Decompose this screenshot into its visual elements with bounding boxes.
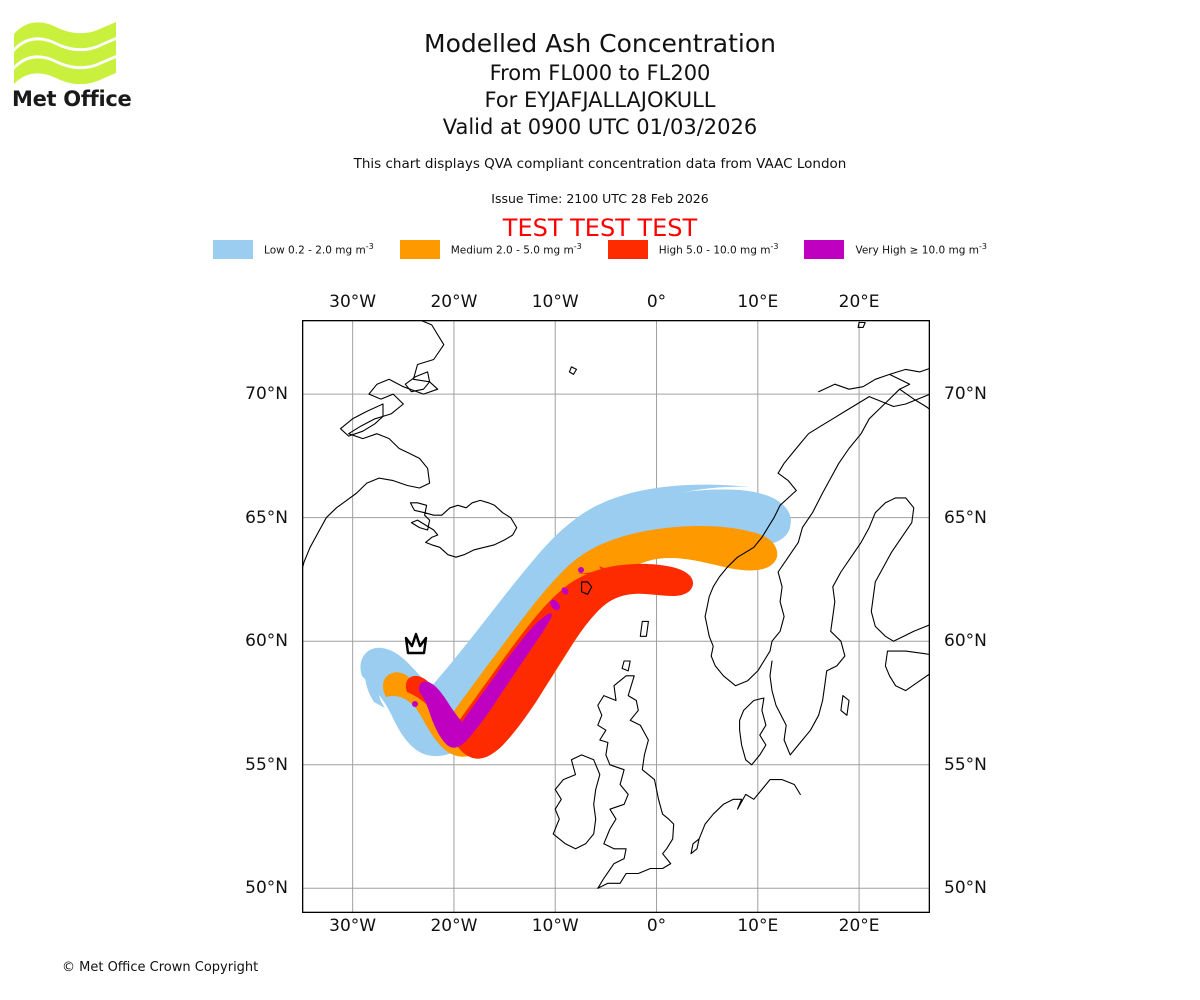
legend-label-high: High 5.0 - 10.0 mg m-3 [659,242,779,257]
lon-tick-label: 20°W [430,292,477,312]
plume-spot-very-high-3 [578,567,584,573]
lon-tick-label: 10°E [737,916,778,936]
copyright-notice: © Met Office Crown Copyright [62,960,258,975]
legend-label-medium: Medium 2.0 - 5.0 mg m-3 [451,242,582,257]
latitude-axis-right: 70°N 65°N 60°N 55°N 50°N [938,320,1010,913]
lat-tick-label: 65°N [245,508,288,528]
concentration-legend: Low 0.2 - 2.0 mg m-3 Medium 2.0 - 5.0 mg… [0,240,1200,259]
issue-time: Issue Time: 2100 UTC 28 Feb 2026 [0,191,1200,206]
longitude-axis-top: 30°W 20°W 10°W 0° 10°E 20°E [302,292,930,314]
lon-tick-label: 10°E [737,292,778,312]
lon-tick-label: 30°W [329,916,376,936]
lat-tick-label: 60°N [944,631,987,651]
lat-tick-label: 50°N [245,878,288,898]
chart-title-block: Modelled Ash Concentration From FL000 to… [0,28,1200,141]
map-background [302,320,930,913]
lon-tick-label: 20°E [839,916,880,936]
legend-swatch-low [213,240,253,259]
legend-item-medium: Medium 2.0 - 5.0 mg m-3 [400,240,582,259]
lon-tick-label: 20°E [839,292,880,312]
lat-tick-label: 70°N [944,384,987,404]
lat-tick-label: 70°N [245,384,288,404]
lat-tick-label: 55°N [944,755,987,775]
test-banner: TEST TEST TEST [0,214,1200,242]
legend-label-low: Low 0.2 - 2.0 mg m-3 [264,242,374,257]
latitude-axis-left: 70°N 65°N 60°N 55°N 50°N [222,320,294,913]
lon-tick-label: 10°W [532,916,579,936]
lat-tick-label: 60°N [245,631,288,651]
lat-tick-label: 55°N [245,755,288,775]
legend-swatch-very-high [804,240,844,259]
lat-tick-label: 50°N [944,878,987,898]
legend-label-very-high: Very High ≥ 10.0 mg m-3 [855,242,986,257]
lon-tick-label: 20°W [430,916,477,936]
title-volcano: For EYJAFJALLAJOKULL [0,87,1200,114]
title-flight-levels: From FL000 to FL200 [0,60,1200,87]
plume-spot-very-high-4 [412,701,418,707]
title-valid-time: Valid at 0900 UTC 01/03/2026 [0,114,1200,141]
lon-tick-label: 0° [647,916,666,936]
lon-tick-label: 30°W [329,292,376,312]
lon-tick-label: 10°W [532,292,579,312]
ash-concentration-map [302,320,930,913]
lon-tick-label: 0° [647,292,666,312]
legend-item-high: High 5.0 - 10.0 mg m-3 [608,240,779,259]
longitude-axis-bottom: 30°W 20°W 10°W 0° 10°E 20°E [302,916,930,940]
legend-item-low: Low 0.2 - 2.0 mg m-3 [213,240,374,259]
legend-swatch-medium [400,240,440,259]
map-canvas [302,320,930,913]
legend-swatch-high [608,240,648,259]
lat-tick-label: 65°N [944,508,987,528]
qva-note: This chart displays QVA compliant concen… [0,156,1200,172]
page-title: Modelled Ash Concentration [0,28,1200,60]
legend-item-very-high: Very High ≥ 10.0 mg m-3 [804,240,986,259]
